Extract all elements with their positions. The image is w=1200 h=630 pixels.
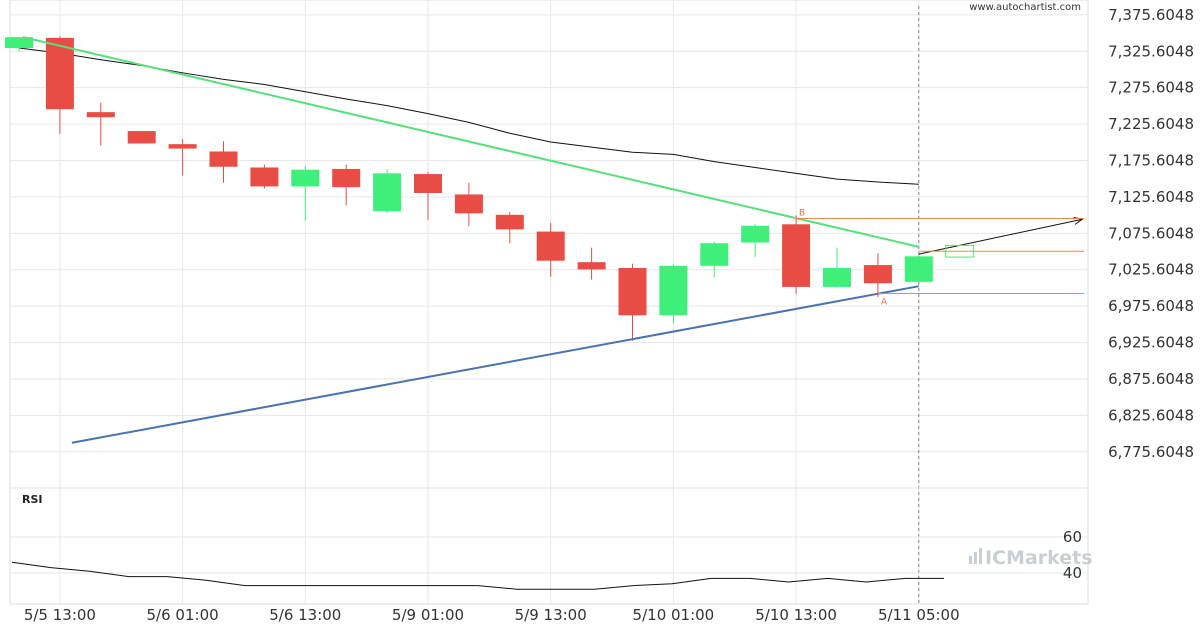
candle-body bbox=[659, 265, 688, 316]
candle-body bbox=[373, 173, 402, 212]
candle-body bbox=[577, 262, 606, 270]
candle bbox=[209, 141, 238, 183]
y-tick-label: 6,775.6048 bbox=[1108, 443, 1194, 461]
candle-body bbox=[904, 256, 933, 282]
candle bbox=[741, 224, 770, 258]
candle bbox=[536, 222, 565, 277]
x-tick-label: 5/6 13:00 bbox=[269, 606, 341, 624]
candle-body bbox=[45, 37, 74, 110]
candle-body bbox=[250, 167, 279, 187]
y-axis: 7,375.6048 7,325.6048 7,275.6048 7,225.6048… bbox=[1063, 6, 1194, 582]
brand-bars-icon bbox=[969, 548, 982, 564]
candle bbox=[823, 247, 851, 289]
candle-body bbox=[700, 243, 729, 266]
x-tick-label: 5/11 05:00 bbox=[878, 606, 960, 624]
resistance-trendline bbox=[22, 36, 920, 248]
candle bbox=[659, 264, 688, 324]
candle-body bbox=[823, 267, 851, 287]
candle bbox=[86, 102, 115, 146]
candle bbox=[373, 168, 402, 214]
x-tick-label: 5/10 01:00 bbox=[633, 606, 715, 624]
y-tick-label: 6,825.6048 bbox=[1108, 406, 1194, 424]
candle-body bbox=[495, 214, 524, 230]
x-axis: 5/5 13:00 5/6 01:00 5/6 13:00 5/9 01:00 5/9 … bbox=[24, 606, 960, 624]
candle-body bbox=[86, 112, 115, 118]
rsi-tick-label: 40 bbox=[1063, 564, 1082, 582]
x-tick-label: 5/6 01:00 bbox=[147, 606, 219, 624]
candle-body bbox=[168, 144, 197, 149]
candle-body bbox=[5, 37, 33, 49]
rsi-tick-label: 60 bbox=[1063, 528, 1082, 546]
candle bbox=[127, 131, 156, 144]
brand-logo: ICMarkets bbox=[969, 547, 1093, 569]
rsi-label: RSI bbox=[22, 493, 43, 506]
candle bbox=[250, 164, 279, 189]
plot-frame bbox=[9, 0, 1089, 605]
y-tick-label: 7,075.6048 bbox=[1108, 224, 1194, 242]
y-tick-label: 6,925.6048 bbox=[1108, 334, 1194, 352]
y-tick-label: 7,325.6048 bbox=[1108, 42, 1194, 60]
candle bbox=[863, 253, 892, 298]
candle bbox=[168, 139, 197, 176]
candle-body bbox=[536, 231, 565, 261]
brand-name: ICMarkets bbox=[985, 547, 1093, 569]
point-label-a: A bbox=[881, 297, 888, 307]
watermark-url: www.autochartist.com bbox=[969, 2, 1081, 13]
y-tick-label: 7,225.6048 bbox=[1108, 115, 1194, 133]
candle bbox=[618, 263, 647, 341]
x-tick-label: 5/5 13:00 bbox=[24, 606, 96, 624]
levels-layer: BA bbox=[796, 208, 1084, 307]
candle bbox=[495, 211, 524, 244]
point-label-b: B bbox=[799, 208, 805, 218]
x-tick-label: 5/9 13:00 bbox=[515, 606, 587, 624]
support-trendline bbox=[71, 285, 919, 444]
candle-body bbox=[782, 224, 811, 287]
candle bbox=[45, 36, 74, 134]
y-tick-label: 7,125.6048 bbox=[1108, 188, 1194, 206]
candle-body bbox=[414, 174, 442, 193]
candle bbox=[904, 254, 933, 283]
candle-body bbox=[127, 131, 156, 144]
rsi-line bbox=[11, 561, 944, 590]
candle-body bbox=[741, 225, 770, 243]
rsi-layer bbox=[11, 561, 944, 590]
y-tick-label: 7,025.6048 bbox=[1108, 261, 1194, 279]
y-tick-label: 6,975.6048 bbox=[1108, 297, 1194, 315]
candle bbox=[577, 247, 606, 280]
y-tick-label: 7,175.6048 bbox=[1108, 151, 1194, 169]
candle bbox=[700, 241, 729, 278]
candle bbox=[5, 37, 33, 52]
candle-body bbox=[618, 267, 647, 316]
candle-body bbox=[332, 168, 361, 188]
candle-body bbox=[209, 151, 238, 167]
projection-arrow-line bbox=[918, 218, 1083, 255]
x-tick-label: 5/9 01:00 bbox=[392, 606, 464, 624]
candle bbox=[414, 171, 442, 220]
y-tick-label: 7,275.6048 bbox=[1108, 79, 1194, 97]
x-tick-label: 5/10 13:00 bbox=[755, 606, 837, 624]
candle-body bbox=[291, 169, 320, 187]
y-tick-label: 6,875.6048 bbox=[1108, 370, 1194, 388]
candle-body bbox=[454, 194, 483, 214]
candle bbox=[782, 215, 811, 295]
candles-layer bbox=[5, 36, 933, 341]
candle bbox=[291, 166, 320, 221]
candle bbox=[454, 182, 483, 227]
grid-layer bbox=[9, 0, 1089, 605]
y-tick-label: 7,375.6048 bbox=[1108, 6, 1194, 24]
candle bbox=[332, 164, 361, 206]
candle-body bbox=[863, 265, 892, 284]
